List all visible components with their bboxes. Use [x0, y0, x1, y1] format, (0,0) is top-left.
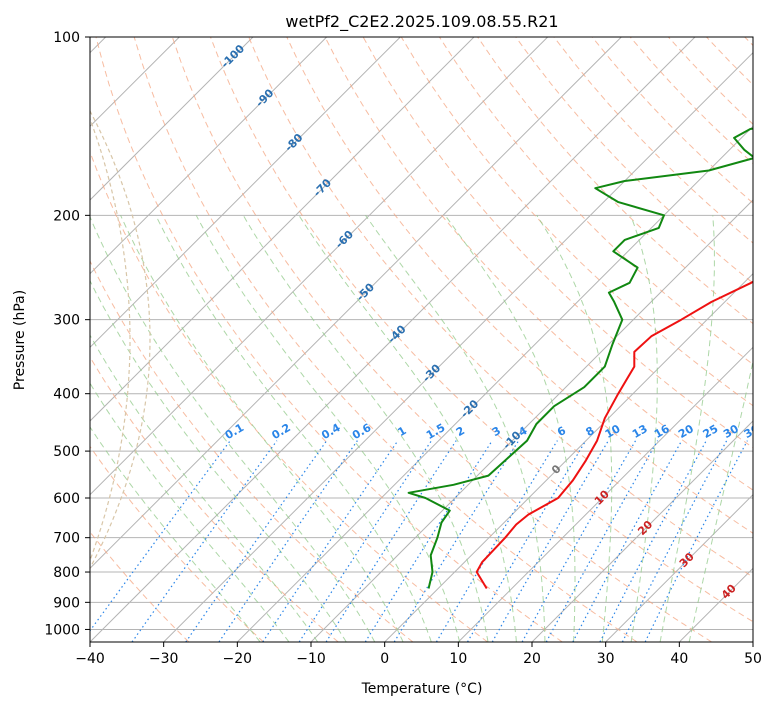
x-axis-title: Temperature (°C) [361, 681, 483, 697]
y-tick-label: 700 [53, 531, 80, 547]
mixing-ratio-line [131, 440, 278, 642]
x-tick-label: −30 [149, 651, 179, 667]
y-axis-title: Pressure (hPa) [12, 290, 28, 390]
moist-adiabat-line [90, 279, 347, 642]
x-tick-label: 20 [523, 651, 541, 667]
mixing-ratio-line [521, 440, 637, 642]
dry-adiabat-line [210, 37, 753, 623]
moist-adiabat-line [630, 215, 658, 642]
isotherm-line [457, 346, 753, 642]
isotherm-line [90, 37, 254, 201]
y-tick-label: 100 [53, 30, 80, 46]
y-tick-label: 1000 [44, 622, 80, 638]
y-tick-label: 200 [53, 208, 80, 224]
y-axis: 100 200 300 400 500 600 700 800 900 1000 [44, 30, 90, 638]
isotherm-line [163, 51, 753, 642]
x-tick-label: 0 [380, 651, 389, 667]
mixing-ratio-line [599, 440, 707, 642]
moist-adiabat-line [659, 215, 715, 642]
dry-adiabat-line [90, 259, 414, 642]
mixing-ratio-line [185, 440, 328, 642]
x-tick-label: 10 [449, 651, 467, 667]
dry-adiabat-line [171, 37, 712, 642]
mixing-ratio-label: 36 [742, 422, 762, 441]
isotherm-line [605, 493, 753, 642]
mixing-ratio-line [621, 440, 728, 642]
moist-adiabat-line [155, 215, 432, 642]
moist-adiabat-line [536, 215, 613, 642]
y-tick-label: 600 [53, 491, 80, 507]
mixing-ratio-line [545, 440, 659, 642]
dewpoint-profile-line [407, 127, 753, 589]
y-tick-label: 900 [53, 595, 80, 611]
x-tick-label: −40 [75, 651, 105, 667]
mixing-ratio-line [298, 440, 432, 642]
background-lines [90, 37, 753, 642]
mixing-ratio-line [364, 440, 493, 642]
y-tick-label: 300 [53, 313, 80, 329]
isotherm-line [90, 37, 696, 642]
moist-adiabat-line [195, 215, 461, 642]
isotherm-line [90, 37, 475, 422]
isotherm-line [90, 37, 401, 349]
mixing-ratio-line [466, 440, 587, 642]
y-tick-label: 800 [53, 565, 80, 581]
dry-adiabat-line [515, 37, 753, 284]
temperature-profile-line [475, 280, 753, 590]
moist-adiabat-line [90, 382, 290, 642]
moist-adiabat-line [90, 426, 261, 642]
chart-title: wetPf2_C2E2.2025.109.08.55.R21 [285, 12, 558, 32]
y-tick-label: 500 [53, 444, 80, 460]
x-axis: −40 −30 −20 −10 0 10 20 30 40 50 [75, 642, 762, 667]
moist-adiabat-line [365, 215, 546, 642]
x-tick-label: 40 [670, 651, 688, 667]
mixing-ratio-line [644, 440, 748, 642]
isotherm-line [90, 37, 549, 496]
x-tick-label: 50 [744, 651, 762, 667]
x-tick-label: −20 [223, 651, 253, 667]
mixing-ratio-line [572, 440, 683, 642]
x-tick-label: −10 [296, 651, 326, 667]
dry-adiabat-line [286, 37, 753, 534]
moist-adiabat-line [444, 215, 576, 642]
moist-adiabat-line [120, 215, 404, 642]
boundary-arc-line [90, 117, 131, 563]
isotherm-line [531, 420, 753, 642]
isotherm-line [236, 125, 753, 642]
moist-adiabat-line [90, 215, 376, 642]
moist-adiabat-line [90, 334, 319, 642]
y-tick-label: 400 [53, 387, 80, 403]
isotherm-line [90, 37, 328, 275]
plot-frame [89, 36, 754, 643]
mixing-ratio-line [491, 440, 609, 642]
isotherm-line [90, 37, 622, 570]
dry-adiabat-line [248, 37, 753, 578]
dry-adiabat-line [90, 445, 264, 642]
dry-adiabat-line [324, 37, 753, 491]
dry-adiabat-line [95, 37, 563, 642]
mixing-ratio-line [393, 440, 520, 642]
isotherm-line [384, 272, 753, 642]
profile-lines [407, 127, 753, 590]
x-tick-label: 30 [597, 651, 615, 667]
